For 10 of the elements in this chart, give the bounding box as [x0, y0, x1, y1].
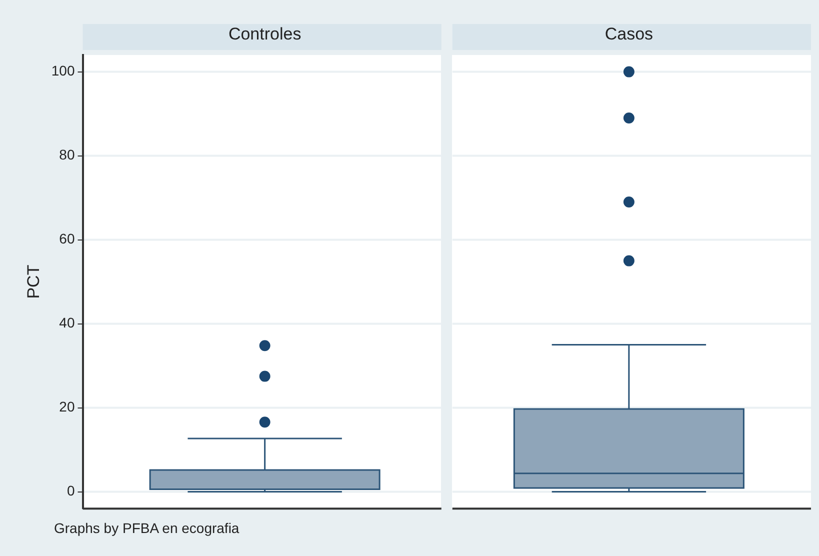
y-tick-label: 40	[59, 314, 75, 331]
text: Graphs by PFBA en ecografia	[54, 520, 240, 536]
y-tick-label: 100	[51, 62, 75, 79]
y-tick-label: 80	[59, 146, 75, 163]
y-tick-label: 20	[59, 398, 75, 415]
x-tick-label: Controles	[228, 24, 302, 44]
x-tick-label: Casos	[604, 24, 654, 44]
y-tick-label: 0	[66, 482, 75, 499]
y-tick-label: 60	[59, 230, 75, 247]
y-axis-title: PCT	[24, 264, 43, 299]
